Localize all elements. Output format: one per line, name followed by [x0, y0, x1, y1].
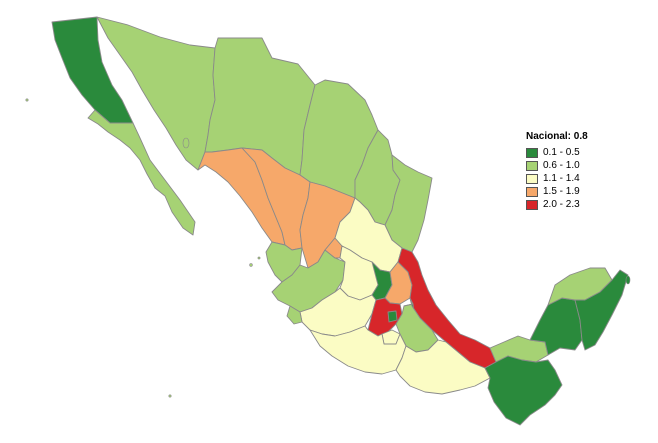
state-colima[interactable]: [286, 305, 303, 325]
legend-swatch: [526, 186, 538, 197]
state-chiapas[interactable]: [484, 355, 563, 426]
map-legend: Nacional: 0.8 0.1 - 0.5 0.6 - 1.0 1.1 - 1.…: [526, 131, 588, 211]
legend-label: 0.1 - 0.5: [543, 147, 580, 158]
state-ciudad-de-mexico[interactable]: [387, 310, 398, 323]
legend-swatch: [526, 160, 538, 171]
island-socorro: [168, 394, 172, 398]
legend-label: 1.1 - 1.4: [543, 173, 580, 184]
state-baja-california-sur[interactable]: [87, 109, 196, 236]
island-tiburon: [182, 137, 190, 149]
island-tres-marias: [249, 263, 253, 267]
legend-swatch: [526, 173, 538, 184]
state-guerrero[interactable]: [309, 325, 407, 375]
legend-item: 1.5 - 1.9: [526, 185, 588, 198]
legend-item: 0.1 - 0.5: [526, 146, 588, 159]
legend-label: 0.6 - 1.0: [543, 160, 580, 171]
legend-item: 1.1 - 1.4: [526, 172, 588, 185]
island-cozumel: [625, 275, 631, 285]
state-oaxaca[interactable]: [395, 339, 491, 395]
legend-swatch: [526, 199, 538, 210]
legend-swatch: [526, 147, 538, 158]
legend-item: 2.0 - 2.3: [526, 198, 588, 211]
island-guadalupe: [25, 98, 29, 102]
legend-label: 1.5 - 1.9: [543, 186, 580, 197]
legend-title: Nacional: 0.8: [526, 131, 588, 142]
legend-label: 2.0 - 2.3: [543, 199, 580, 210]
legend-items: 0.1 - 0.5 0.6 - 1.0 1.1 - 1.4 1.5 - 1.9 2.0 …: [526, 146, 588, 211]
island-tres-marias-2: [257, 256, 261, 260]
legend-item: 0.6 - 1.0: [526, 159, 588, 172]
